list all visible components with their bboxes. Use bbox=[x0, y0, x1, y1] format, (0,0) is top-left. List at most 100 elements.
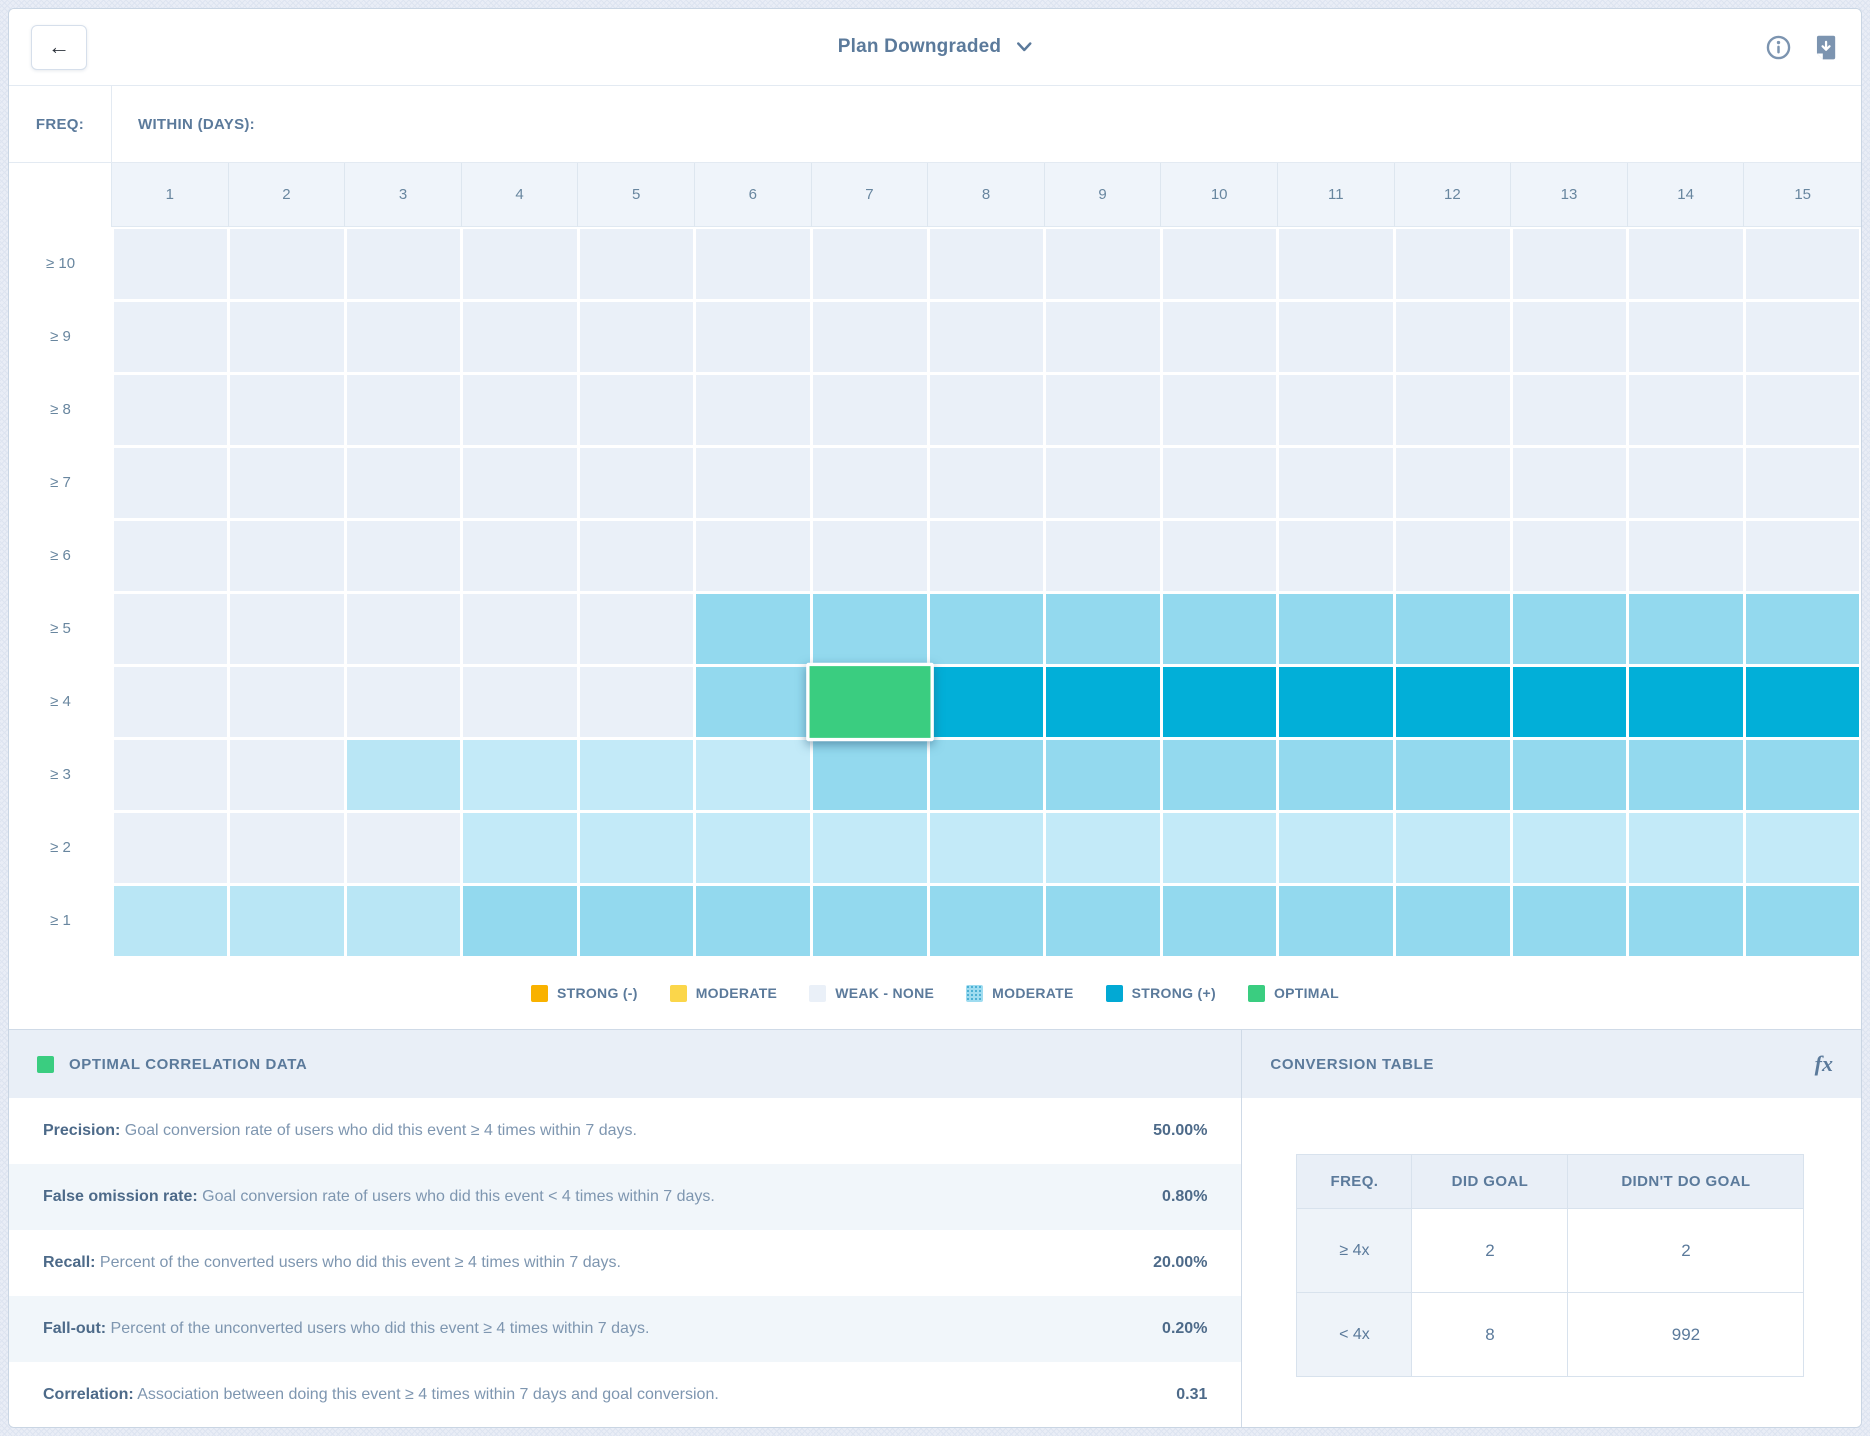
heatmap-cell-freq6-day2[interactable] bbox=[228, 519, 346, 592]
heatmap-cell-freq9-day7[interactable] bbox=[811, 300, 929, 373]
heatmap-cell-freq7-day10[interactable] bbox=[1161, 446, 1278, 519]
heatmap-cell-freq8-day12[interactable] bbox=[1394, 373, 1512, 446]
heatmap-cell-freq3-day5[interactable] bbox=[578, 738, 695, 811]
heatmap-cell-freq5-day15[interactable] bbox=[1744, 592, 1861, 665]
heatmap-cell-freq10-day4[interactable] bbox=[461, 227, 579, 300]
heatmap-cell-freq6-day13[interactable] bbox=[1511, 519, 1628, 592]
heatmap-cell-freq3-day2[interactable] bbox=[228, 738, 346, 811]
heatmap-cell-freq1-day15[interactable] bbox=[1744, 884, 1861, 957]
heatmap-cell-freq7-day5[interactable] bbox=[578, 446, 695, 519]
heatmap-cell-freq10-day15[interactable] bbox=[1744, 227, 1861, 300]
heatmap-cell-freq2-day13[interactable] bbox=[1511, 811, 1628, 884]
heatmap-cell-freq9-day3[interactable] bbox=[345, 300, 462, 373]
heatmap-cell-freq7-day13[interactable] bbox=[1511, 446, 1628, 519]
heatmap-cell-freq7-day15[interactable] bbox=[1744, 446, 1861, 519]
heatmap-cell-freq1-day1[interactable] bbox=[112, 884, 229, 957]
heatmap-cell-freq9-day13[interactable] bbox=[1511, 300, 1628, 373]
heatmap-cell-freq1-day9[interactable] bbox=[1044, 884, 1162, 957]
heatmap-cell-freq5-day9[interactable] bbox=[1044, 592, 1162, 665]
heatmap-cell-freq2-day3[interactable] bbox=[345, 811, 462, 884]
heatmap-cell-freq4-day12[interactable] bbox=[1394, 665, 1512, 738]
heatmap-cell-freq4-day3[interactable] bbox=[345, 665, 462, 738]
heatmap-cell-freq1-day2[interactable] bbox=[228, 884, 346, 957]
heatmap-cell-freq2-day15[interactable] bbox=[1744, 811, 1861, 884]
heatmap-cell-freq2-day10[interactable] bbox=[1161, 811, 1278, 884]
heatmap-cell-freq10-day11[interactable] bbox=[1277, 227, 1395, 300]
heatmap-cell-freq3-day4[interactable] bbox=[461, 738, 579, 811]
heatmap-cell-freq3-day1[interactable] bbox=[112, 738, 229, 811]
heatmap-cell-freq7-day14[interactable] bbox=[1627, 446, 1745, 519]
heatmap-cell-freq1-day5[interactable] bbox=[578, 884, 695, 957]
heatmap-cell-freq2-day8[interactable] bbox=[928, 811, 1045, 884]
heatmap-cell-freq4-day5[interactable] bbox=[578, 665, 695, 738]
heatmap-cell-freq10-day5[interactable] bbox=[578, 227, 695, 300]
heatmap-cell-freq5-day1[interactable] bbox=[112, 592, 229, 665]
heatmap-cell-freq4-day11[interactable] bbox=[1277, 665, 1395, 738]
heatmap-cell-freq8-day14[interactable] bbox=[1627, 373, 1745, 446]
heatmap-cell-freq10-day1[interactable] bbox=[112, 227, 229, 300]
heatmap-cell-freq9-day6[interactable] bbox=[694, 300, 812, 373]
heatmap-cell-freq9-day1[interactable] bbox=[112, 300, 229, 373]
heatmap-cell-freq10-day14[interactable] bbox=[1627, 227, 1745, 300]
back-button[interactable]: ← bbox=[31, 24, 87, 70]
heatmap-cell-freq7-day2[interactable] bbox=[228, 446, 346, 519]
heatmap-cell-freq2-day2[interactable] bbox=[228, 811, 346, 884]
heatmap-cell-freq6-day5[interactable] bbox=[578, 519, 695, 592]
heatmap-cell-freq8-day2[interactable] bbox=[228, 373, 346, 446]
heatmap-cell-freq2-day5[interactable] bbox=[578, 811, 695, 884]
heatmap-cell-freq1-day12[interactable] bbox=[1394, 884, 1512, 957]
heatmap-cell-freq3-day15[interactable] bbox=[1744, 738, 1861, 811]
heatmap-cell-freq8-day10[interactable] bbox=[1161, 373, 1278, 446]
heatmap-cell-freq5-day11[interactable] bbox=[1277, 592, 1395, 665]
heatmap-cell-freq8-day11[interactable] bbox=[1277, 373, 1395, 446]
heatmap-cell-freq8-day1[interactable] bbox=[112, 373, 229, 446]
heatmap-cell-freq10-day10[interactable] bbox=[1161, 227, 1278, 300]
heatmap-cell-freq3-day12[interactable] bbox=[1394, 738, 1512, 811]
heatmap-cell-freq1-day8[interactable] bbox=[928, 884, 1045, 957]
heatmap-cell-freq2-day7[interactable] bbox=[811, 811, 929, 884]
heatmap-cell-freq3-day10[interactable] bbox=[1161, 738, 1278, 811]
heatmap-cell-freq1-day11[interactable] bbox=[1277, 884, 1395, 957]
heatmap-cell-freq6-day12[interactable] bbox=[1394, 519, 1512, 592]
heatmap-cell-freq8-day9[interactable] bbox=[1044, 373, 1162, 446]
heatmap-cell-freq3-day11[interactable] bbox=[1277, 738, 1395, 811]
heatmap-cell-freq2-day1[interactable] bbox=[112, 811, 229, 884]
heatmap-cell-freq3-day14[interactable] bbox=[1627, 738, 1745, 811]
heatmap-cell-freq6-day8[interactable] bbox=[928, 519, 1045, 592]
heatmap-cell-freq2-day4[interactable] bbox=[461, 811, 579, 884]
heatmap-cell-freq5-day8[interactable] bbox=[928, 592, 1045, 665]
heatmap-cell-freq4-day4[interactable] bbox=[461, 665, 579, 738]
heatmap-cell-freq7-day12[interactable] bbox=[1394, 446, 1512, 519]
heatmap-cell-freq5-day6[interactable] bbox=[694, 592, 812, 665]
heatmap-cell-freq1-day4[interactable] bbox=[461, 884, 579, 957]
heatmap-cell-freq9-day14[interactable] bbox=[1627, 300, 1745, 373]
heatmap-cell-freq4-day2[interactable] bbox=[228, 665, 346, 738]
heatmap-cell-freq1-day13[interactable] bbox=[1511, 884, 1628, 957]
heatmap-cell-freq6-day9[interactable] bbox=[1044, 519, 1162, 592]
heatmap-cell-freq7-day6[interactable] bbox=[694, 446, 812, 519]
heatmap-cell-freq5-day7[interactable] bbox=[811, 592, 929, 665]
heatmap-cell-freq10-day6[interactable] bbox=[694, 227, 812, 300]
heatmap-cell-freq9-day11[interactable] bbox=[1277, 300, 1395, 373]
heatmap-cell-freq8-day8[interactable] bbox=[928, 373, 1045, 446]
heatmap-cell-optimal-selected[interactable] bbox=[806, 662, 934, 741]
heatmap-cell-freq9-day8[interactable] bbox=[928, 300, 1045, 373]
heatmap-cell-freq1-day6[interactable] bbox=[694, 884, 812, 957]
heatmap-cell-freq1-day10[interactable] bbox=[1161, 884, 1278, 957]
event-title-dropdown[interactable]: Plan Downgraded bbox=[838, 36, 1032, 58]
heatmap-cell-freq7-day11[interactable] bbox=[1277, 446, 1395, 519]
heatmap-cell-freq2-day6[interactable] bbox=[694, 811, 812, 884]
heatmap-cell-freq3-day6[interactable] bbox=[694, 738, 812, 811]
heatmap-cell-freq2-day12[interactable] bbox=[1394, 811, 1512, 884]
heatmap-cell-freq7-day7[interactable] bbox=[811, 446, 929, 519]
heatmap-cell-freq10-day2[interactable] bbox=[228, 227, 346, 300]
heatmap-cell-freq6-day1[interactable] bbox=[112, 519, 229, 592]
heatmap-cell-freq9-day15[interactable] bbox=[1744, 300, 1861, 373]
formula-fx-icon[interactable]: fx bbox=[1814, 1051, 1833, 1076]
heatmap-cell-freq9-day4[interactable] bbox=[461, 300, 579, 373]
heatmap-cell-freq1-day7[interactable] bbox=[811, 884, 929, 957]
heatmap-cell-freq7-day4[interactable] bbox=[461, 446, 579, 519]
file-download-icon[interactable] bbox=[1812, 34, 1839, 61]
heatmap-cell-freq5-day12[interactable] bbox=[1394, 592, 1512, 665]
heatmap-cell-freq4-day14[interactable] bbox=[1627, 665, 1745, 738]
